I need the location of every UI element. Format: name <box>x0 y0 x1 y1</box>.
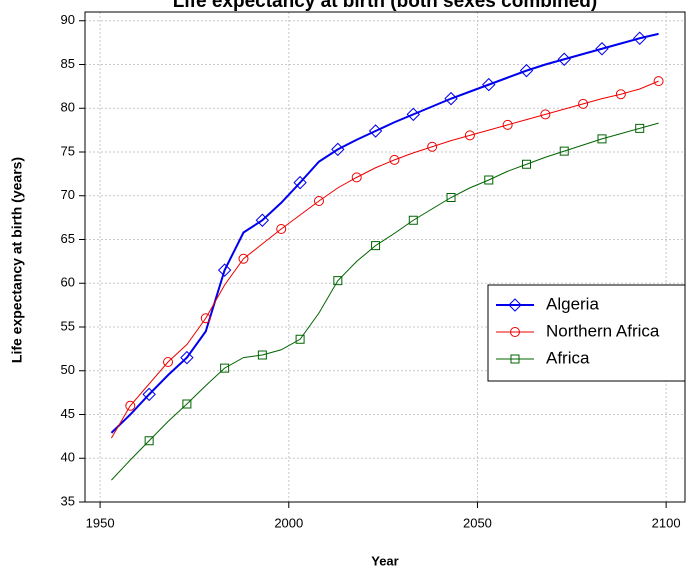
marker <box>293 175 307 190</box>
marker <box>484 175 494 185</box>
y-axis-label: Life expectancy at birth (years) <box>9 157 25 363</box>
marker <box>519 63 534 78</box>
x-tick-label: 2100 <box>652 515 681 530</box>
marker <box>408 215 418 225</box>
marker <box>406 107 421 122</box>
x-tick-label: 1950 <box>86 515 115 530</box>
marker <box>502 119 513 130</box>
y-tick-label: 50 <box>61 362 75 377</box>
legend-marker <box>508 298 522 312</box>
marker <box>257 350 267 360</box>
marker <box>446 193 456 202</box>
marker <box>635 123 645 133</box>
marker <box>313 196 324 206</box>
legend-box <box>487 284 686 382</box>
marker <box>557 52 571 66</box>
y-tick-label: 60 <box>61 275 75 290</box>
series-line <box>110 32 659 434</box>
x-axis-label: Year <box>371 553 398 568</box>
legend-marker <box>510 327 520 337</box>
marker <box>559 146 569 156</box>
marker <box>200 313 211 324</box>
x-tick-label: 2050 <box>463 515 492 530</box>
marker <box>389 154 400 165</box>
y-tick-label: 85 <box>61 56 75 71</box>
legend-label: Northern Africa <box>546 321 660 340</box>
y-tick-label: 70 <box>61 187 75 202</box>
x-tick-label: 2000 <box>274 515 303 530</box>
marker <box>255 213 270 227</box>
marker <box>163 357 174 367</box>
marker <box>540 109 551 120</box>
marker <box>238 253 249 264</box>
y-tick-label: 65 <box>61 231 75 246</box>
marker <box>142 387 156 402</box>
plot-frame <box>84 11 686 503</box>
marker <box>653 76 664 87</box>
marker <box>220 363 230 373</box>
marker <box>615 89 626 100</box>
marker <box>482 77 496 92</box>
marker <box>180 350 194 365</box>
marker <box>427 141 438 152</box>
marker <box>371 241 381 251</box>
y-tick-label: 55 <box>61 318 75 333</box>
marker <box>333 276 343 286</box>
marker <box>351 172 362 183</box>
y-tick-label: 75 <box>61 143 75 158</box>
y-tick-label: 40 <box>61 450 75 465</box>
chart-title: Life expectancy at birth (both sexes com… <box>173 0 597 12</box>
marker <box>522 159 532 169</box>
legend-label: Africa <box>546 348 590 367</box>
marker <box>578 98 589 109</box>
y-tick-label: 45 <box>61 406 75 421</box>
marker <box>368 124 383 138</box>
series-line <box>111 122 659 481</box>
marker <box>597 134 607 144</box>
y-tick-label: 90 <box>61 12 75 27</box>
marker <box>633 31 647 45</box>
marker <box>595 42 609 56</box>
y-tick-label: 80 <box>61 100 75 115</box>
marker <box>276 224 287 234</box>
legend-marker <box>510 354 520 364</box>
marker <box>444 91 458 106</box>
marker <box>464 130 475 141</box>
legend-label: Algeria <box>546 294 599 313</box>
marker <box>125 400 136 411</box>
y-tick-label: 35 <box>61 493 75 508</box>
marker <box>295 334 305 344</box>
series-line <box>110 80 659 439</box>
marker <box>182 399 192 409</box>
marker <box>331 142 345 157</box>
marker <box>144 436 154 446</box>
marker <box>217 263 232 277</box>
